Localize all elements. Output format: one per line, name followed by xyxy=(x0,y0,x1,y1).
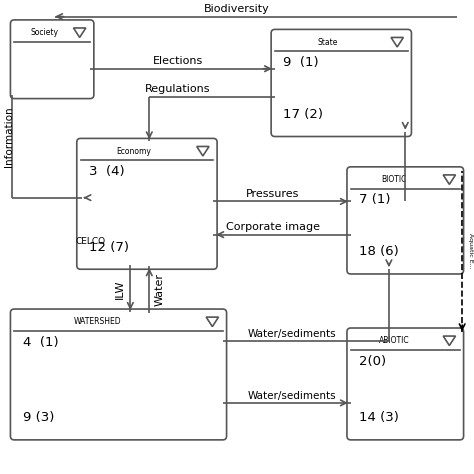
FancyBboxPatch shape xyxy=(347,167,464,274)
Text: ILW: ILW xyxy=(115,279,125,299)
Text: 9 (3): 9 (3) xyxy=(23,411,54,424)
Text: 14 (3): 14 (3) xyxy=(359,411,399,424)
Text: 2(0): 2(0) xyxy=(359,355,386,367)
Text: 3  (4): 3 (4) xyxy=(89,165,125,178)
Text: 4  (1): 4 (1) xyxy=(23,336,58,348)
Text: 12 (7): 12 (7) xyxy=(89,241,129,254)
Text: Water/sediments: Water/sediments xyxy=(247,391,336,401)
FancyBboxPatch shape xyxy=(347,328,464,440)
Text: ABIOTIC: ABIOTIC xyxy=(379,337,410,345)
Text: Biodiversity: Biodiversity xyxy=(204,4,270,14)
Text: CELCO: CELCO xyxy=(76,237,106,246)
Text: Aquatic E...: Aquatic E... xyxy=(468,233,473,269)
Text: WATERSHED: WATERSHED xyxy=(74,318,121,326)
Text: 7 (1): 7 (1) xyxy=(359,193,391,206)
FancyBboxPatch shape xyxy=(10,309,227,440)
Polygon shape xyxy=(443,175,456,184)
Polygon shape xyxy=(391,37,403,47)
Text: 18 (6): 18 (6) xyxy=(359,246,399,258)
Text: Corporate image: Corporate image xyxy=(226,222,319,232)
Text: Information: Information xyxy=(4,107,15,167)
Text: Economy: Economy xyxy=(116,147,151,155)
FancyBboxPatch shape xyxy=(10,20,94,99)
Text: 9  (1): 9 (1) xyxy=(283,56,319,69)
Text: Regulations: Regulations xyxy=(145,84,210,94)
Text: 17 (2): 17 (2) xyxy=(283,108,323,121)
FancyBboxPatch shape xyxy=(77,138,217,269)
Text: Water: Water xyxy=(155,273,165,306)
Polygon shape xyxy=(197,146,209,156)
Text: Society: Society xyxy=(30,28,59,37)
Text: Elections: Elections xyxy=(153,56,203,66)
Polygon shape xyxy=(73,28,86,37)
FancyBboxPatch shape xyxy=(271,29,411,137)
Text: Water/sediments: Water/sediments xyxy=(247,329,336,339)
Polygon shape xyxy=(206,317,219,327)
Text: Pressures: Pressures xyxy=(246,189,299,199)
Text: State: State xyxy=(318,38,338,46)
Polygon shape xyxy=(443,336,456,346)
Text: BIOTIC: BIOTIC xyxy=(382,175,407,184)
